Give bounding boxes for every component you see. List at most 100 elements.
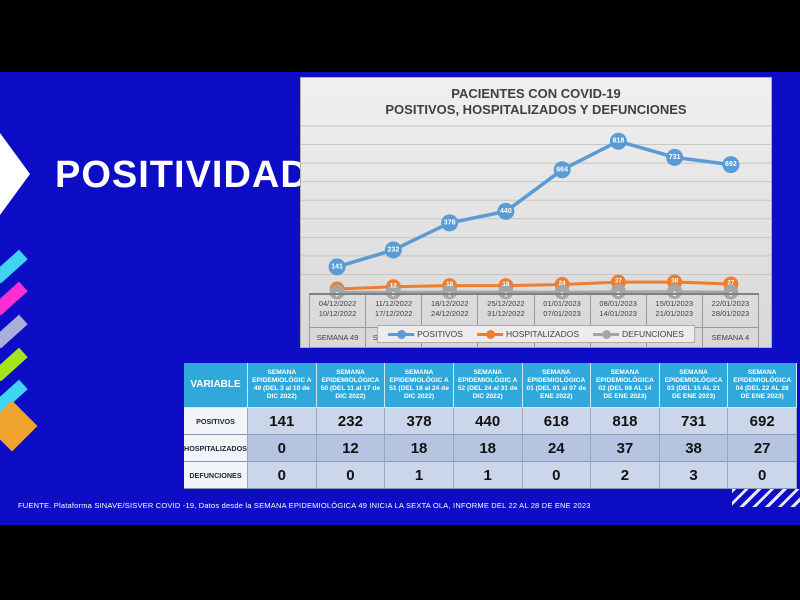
axis-date: 15/01/2023 (655, 299, 694, 308)
table-value-cell: 0 (728, 462, 797, 489)
chart-marker-positivos (384, 241, 402, 259)
table-header-cell: SEMANA EPIDEMIOLÓGIC A 52 (DEL 24 al 31 … (453, 363, 523, 408)
table-value-cell: 818 (591, 408, 660, 435)
legend-marker (476, 329, 503, 339)
slide: POSITIVIDAD PACIENTES CON COVID-19 POSIT… (0, 72, 800, 525)
chart-label-defunciones: 0 (729, 292, 733, 299)
axis-date: 04/12/2022 (318, 299, 357, 308)
chart-label-hospitalizados: 24 (559, 280, 566, 287)
chart-legend: POSITIVOS HOSPITALIZADOS DEFUNCIONES (377, 325, 695, 343)
page-title: POSITIVIDAD (55, 154, 309, 196)
table-value-cell: 27 (728, 435, 797, 462)
legend-label: DEFUNCIONES (622, 329, 684, 339)
table-header-cell: SEMANA EPIDEMIOLÓGICA 01 (DEL 01 al 07 d… (522, 363, 592, 408)
axis-date-range: 15/01/2023 21/01/2023 (647, 295, 702, 327)
axis-date-range: 04/12/2022 10/12/2022 (310, 295, 365, 327)
axis-date: 17/12/2022 (374, 309, 413, 318)
chart-panel: PACIENTES CON COVID-19 POSITIVOS, HOSPIT… (300, 77, 772, 348)
axis-date: 08/01/2023 (599, 299, 637, 308)
accent-stripe (0, 347, 28, 382)
source-footer: FUENTE. Plataforma SINAVE/SISVER COVID -… (18, 501, 591, 510)
chart-label-hospitalizados: 37 (615, 278, 622, 285)
chart-label-hospitalizados: 18 (446, 281, 453, 288)
table-value-cell: 18 (385, 435, 454, 462)
chart-label-defunciones: 0 (560, 292, 564, 299)
hatch-decoration (732, 489, 800, 507)
legend-item: HOSPITALIZADOS (476, 329, 580, 339)
chart-label-positivos: 731 (669, 154, 681, 161)
table-value-cell: 12 (316, 435, 386, 462)
accent-stripe (0, 314, 28, 349)
axis-date: 24/12/2022 (431, 309, 469, 318)
chart-label-defunciones: 0 (392, 292, 396, 299)
accent-stripe (0, 249, 28, 284)
legend-label: HOSPITALIZADOS (505, 329, 580, 339)
chart-title-line2: POSITIVOS, HOSPITALIZADOS Y DEFUNCIONES (385, 102, 687, 117)
table-header-cell: SEMANA EPIDEMIOLÓGICA 02 (DEL 08 AL 14 D… (591, 363, 660, 408)
accent-diamond (0, 400, 38, 452)
title-arrow-icon (0, 133, 30, 215)
table-value-cell: 378 (385, 408, 454, 435)
defunciones-line (337, 290, 731, 294)
chart-title: PACIENTES CON COVID-19 POSITIVOS, HOSPIT… (301, 86, 771, 118)
axis-week-label: SEMANA 4 (702, 327, 758, 347)
axis-date: 18/12/2022 (431, 299, 469, 308)
axis-category: 22/01/2023 28/01/2023 SEMANA 4 (702, 295, 759, 347)
axis-date-range: 11/12/2022 17/12/2022 (366, 295, 421, 327)
axis-date-range: 22/01/2023 28/01/2023 (703, 295, 758, 327)
chart-label-positivos: 232 (388, 246, 400, 253)
chart-label-positivos: 692 (725, 161, 737, 168)
legend-marker-dot (397, 329, 407, 339)
chart-marker-defunciones (723, 284, 739, 300)
table-value-cell: 18 (453, 435, 523, 462)
chart-label-hospitalizados: 27 (727, 279, 734, 286)
table-value-cell: 692 (728, 408, 797, 435)
table-value-cell: 1 (453, 462, 523, 489)
table-value-cell: 731 (659, 408, 729, 435)
chart-marker-defunciones (329, 284, 345, 300)
table-value-cell: 440 (453, 408, 523, 435)
chart-marker-positivos (609, 132, 627, 150)
chart-marker-positivos (666, 148, 684, 166)
table-value-cell: 0 (316, 462, 386, 489)
table-value-cell: 618 (522, 408, 592, 435)
table-value-cell: 2 (591, 462, 660, 489)
axis-date: 31/12/2022 (487, 309, 525, 318)
chart-label-positivos: 664 (556, 166, 568, 173)
legend-label: POSITIVOS (417, 329, 463, 339)
chart-marker-positivos (328, 258, 346, 276)
chart-label-hospitalizados: 12 (390, 282, 397, 289)
chart-label-hospitalizados: 38 (671, 277, 678, 284)
table-value-cell: 38 (659, 435, 729, 462)
table-row-label: DEFUNCIONES (184, 462, 248, 489)
chart-marker-defunciones (667, 283, 683, 299)
legend-item: POSITIVOS (388, 329, 463, 339)
axis-date: 28/01/2023 (711, 309, 750, 318)
axis-date: 22/01/2023 (711, 299, 750, 308)
axis-date-range: 18/12/2022 24/12/2022 (422, 295, 477, 327)
chart-label-defunciones: 0 (335, 292, 339, 299)
hospitalizados-line (337, 280, 731, 291)
chart-marker-defunciones (554, 284, 570, 300)
table-value-cell: 0 (248, 462, 317, 489)
table-header-cell: SEMANA EPIDEMIOLÓGICA 50 (DEL 11 al 17 d… (316, 363, 386, 408)
chart-marker-positivos (441, 214, 459, 232)
table-value-cell: 0 (522, 462, 592, 489)
table-header-cell: SEMANA EPIDEMIOLÓGICA 03 (DEL 15 AL 21 D… (659, 363, 729, 408)
axis-date-range: 08/01/2023 14/01/2023 (591, 295, 646, 327)
chart-marker-defunciones (442, 284, 458, 300)
axis-category: 04/12/2022 10/12/2022 SEMANA 49 (309, 295, 367, 347)
legend-marker-dot (485, 329, 495, 339)
axis-date: 10/12/2022 (318, 309, 357, 318)
axis-date-range: 01/01/2023 07/01/2023 (535, 295, 590, 327)
positivos-line (336, 139, 732, 269)
axis-date: 11/12/2022 (375, 299, 413, 308)
table-row-label: HOSPITALIZADOS (184, 435, 248, 462)
axis-date: 25/12/2022 (487, 299, 525, 308)
legend-item: DEFUNCIONES (593, 329, 684, 339)
chart-label-positivos: 141 (331, 263, 343, 270)
table-value-cell: 0 (248, 435, 317, 462)
accent-stripe (0, 281, 28, 316)
chart-label-positivos: 440 (500, 208, 512, 215)
chart-marker-positivos (497, 202, 515, 220)
